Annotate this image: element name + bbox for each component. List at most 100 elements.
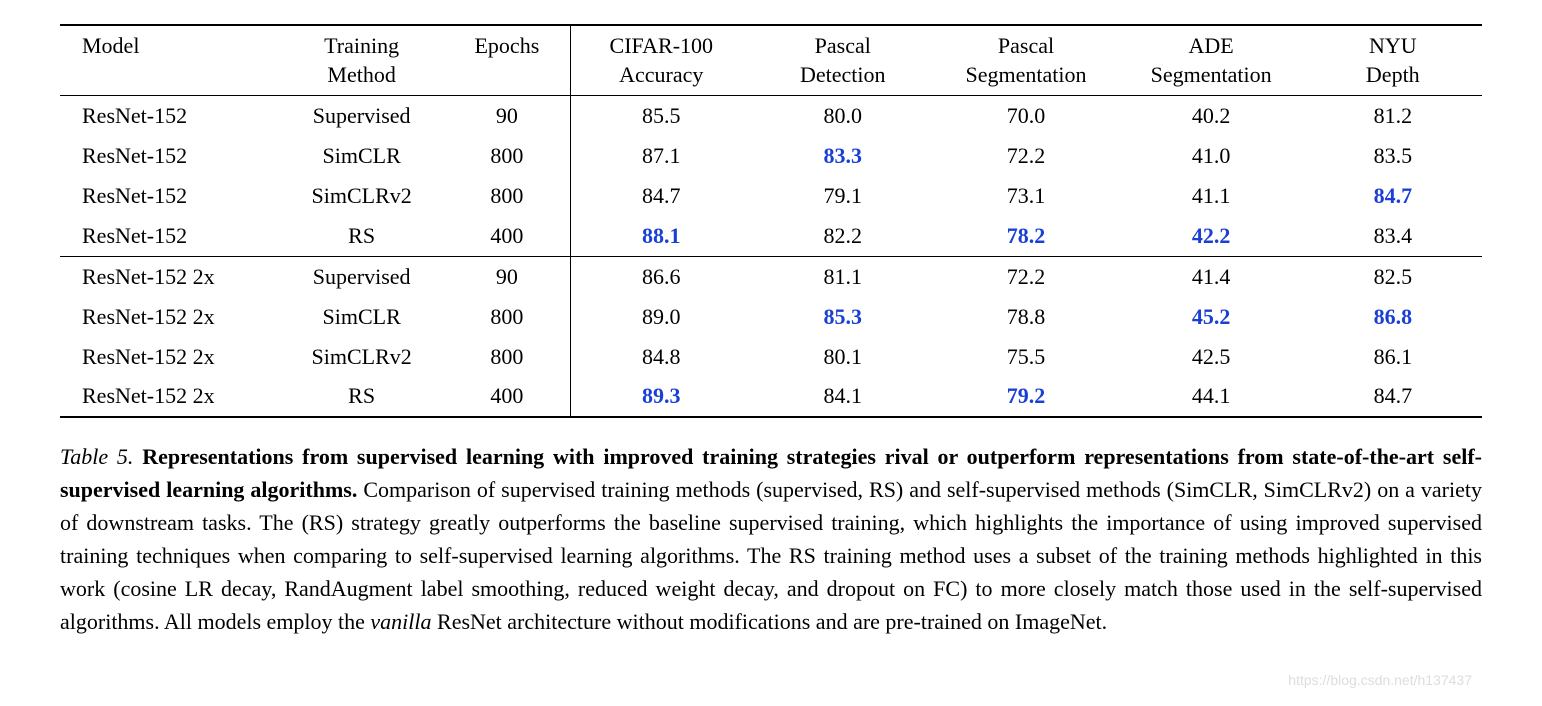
cell-value: 84.8 — [642, 344, 681, 369]
table-row: ResNet-152SimCLR80087.183.372.241.083.5 — [60, 136, 1482, 176]
results-table: Model Training Method Epochs CIFAR-100 A… — [60, 24, 1482, 418]
cell-value: 78.2 — [1007, 223, 1046, 248]
cell-pascal_seg: 79.2 — [934, 376, 1119, 417]
cell-value: 79.2 — [1007, 383, 1046, 408]
cell-cifar: 85.5 — [570, 96, 752, 136]
caption-vanilla: vanilla — [370, 609, 431, 634]
table-row: ResNet-152 2xSimCLRv280084.880.175.542.5… — [60, 337, 1482, 377]
cell-value: 84.1 — [823, 383, 862, 408]
cell-epochs: 90 — [444, 256, 570, 296]
cell-pascal_det: 84.1 — [752, 376, 934, 417]
cell-nyu: 81.2 — [1304, 96, 1482, 136]
cell-value: 86.6 — [642, 264, 681, 289]
cell-model: ResNet-152 — [60, 96, 279, 136]
cell-pascal_seg: 70.0 — [934, 96, 1119, 136]
cell-model: ResNet-152 — [60, 176, 279, 216]
cell-model: ResNet-152 2x — [60, 376, 279, 417]
col-header-epochs: Epochs — [444, 25, 570, 96]
cell-nyu: 83.4 — [1304, 216, 1482, 256]
cell-epochs: 800 — [444, 136, 570, 176]
cell-model: ResNet-152 — [60, 136, 279, 176]
header-text: Model — [82, 33, 139, 58]
cell-cifar: 86.6 — [570, 256, 752, 296]
table-row: ResNet-152Supervised9085.580.070.040.281… — [60, 96, 1482, 136]
cell-value: 84.7 — [1374, 183, 1413, 208]
table-row: ResNet-152 2xSimCLR800 89.0 85.3 78.8 45.2 86… — [60, 297, 1482, 337]
header-text: Epochs — [474, 33, 539, 58]
cell-value: 79.1 — [823, 183, 862, 208]
header-text: Training — [324, 33, 399, 58]
col-header-model: Model — [60, 25, 279, 96]
cell-model: ResNet-152 2x — [60, 297, 279, 337]
table-row: ResNet-152RS40088.182.278.242.283.4 — [60, 216, 1482, 256]
header-text: CIFAR-100 — [610, 33, 714, 58]
cell-value: 83.4 — [1374, 223, 1413, 248]
cell-value: 41.0 — [1192, 143, 1231, 168]
cell-epochs: 800 — [444, 297, 570, 337]
cell-ade: 42.5 — [1119, 337, 1304, 377]
table-body: ResNet-152Supervised9085.580.070.040.281… — [60, 96, 1482, 418]
cell-model: ResNet-152 2x — [60, 256, 279, 296]
cell-cifar: 89.3 — [570, 376, 752, 417]
cell-value: 85.3 — [823, 304, 862, 329]
cell-method: Supervised — [279, 256, 444, 296]
cell-pascal_det: 81.1 — [752, 256, 934, 296]
header-text: Pascal — [998, 33, 1054, 58]
cell-value: 85.5 — [642, 103, 681, 128]
cell-value: 81.2 — [1374, 103, 1413, 128]
cell-method: RS — [279, 216, 444, 256]
cell-epochs: 400 — [444, 376, 570, 417]
cell-nyu: 84.7 — [1304, 376, 1482, 417]
cell-value: 80.0 — [823, 103, 862, 128]
cell-model: ResNet-152 2x — [60, 337, 279, 377]
header-text: Pascal — [815, 33, 871, 58]
col-header-pascal-det: Pascal Detection — [752, 25, 934, 96]
cell-method: SimCLR — [279, 297, 444, 337]
header-text: NYU — [1369, 33, 1417, 58]
cell-value: 73.1 — [1007, 183, 1046, 208]
cell-value: 89.0 — [642, 304, 681, 329]
cell-pascal_seg: 72.2 — [934, 256, 1119, 296]
cell-value: 84.7 — [642, 183, 681, 208]
cell-value: 89.3 — [642, 383, 681, 408]
cell-value: 80.1 — [823, 344, 862, 369]
cell-cifar: 84.7 — [570, 176, 752, 216]
cell-epochs: 90 — [444, 96, 570, 136]
cell-pascal_seg: 78.2 — [934, 216, 1119, 256]
header-text: Detection — [800, 62, 886, 87]
header-text: Method — [327, 62, 395, 87]
cell-ade: 41.4 — [1119, 256, 1304, 296]
cell-value: 45.2 — [1192, 304, 1231, 329]
cell-nyu: 86.8 — [1304, 297, 1482, 337]
watermark-text: https://blog.csdn.net/h137437 — [1288, 672, 1472, 688]
cell-cifar: 89.0 — [570, 297, 752, 337]
cell-value: 40.2 — [1192, 103, 1231, 128]
cell-value: 42.5 — [1192, 344, 1231, 369]
cell-value: 82.2 — [823, 223, 862, 248]
cell-value: 42.2 — [1192, 223, 1231, 248]
col-header-method: Training Method — [279, 25, 444, 96]
cell-value: 86.8 — [1374, 304, 1413, 329]
cell-value: 86.1 — [1374, 344, 1413, 369]
cell-ade: 45.2 — [1119, 297, 1304, 337]
cell-pascal_det: 80.0 — [752, 96, 934, 136]
cell-method: SimCLRv2 — [279, 176, 444, 216]
table-row: ResNet-152 2xSupervised90 86.6 81.1 72.241.… — [60, 256, 1482, 296]
cell-model: ResNet-152 — [60, 216, 279, 256]
header-text: Accuracy — [619, 62, 703, 87]
cell-nyu: 82.5 — [1304, 256, 1482, 296]
cell-value: 82.5 — [1374, 264, 1413, 289]
cell-method: SimCLRv2 — [279, 337, 444, 377]
caption-body: ResNet architecture without modification… — [432, 609, 1108, 634]
table-row: ResNet-152SimCLRv280084.779.173.141.184.… — [60, 176, 1482, 216]
cell-epochs: 800 — [444, 337, 570, 377]
cell-value: 78.8 — [1007, 304, 1046, 329]
cell-value: 81.1 — [823, 264, 862, 289]
cell-value: 83.3 — [823, 143, 862, 168]
cell-method: SimCLR — [279, 136, 444, 176]
cell-ade: 42.2 — [1119, 216, 1304, 256]
col-header-pascal-seg: Pascal Segmentation — [934, 25, 1119, 96]
cell-pascal_det: 79.1 — [752, 176, 934, 216]
caption-label: Table 5. — [60, 444, 133, 469]
cell-method: RS — [279, 376, 444, 417]
